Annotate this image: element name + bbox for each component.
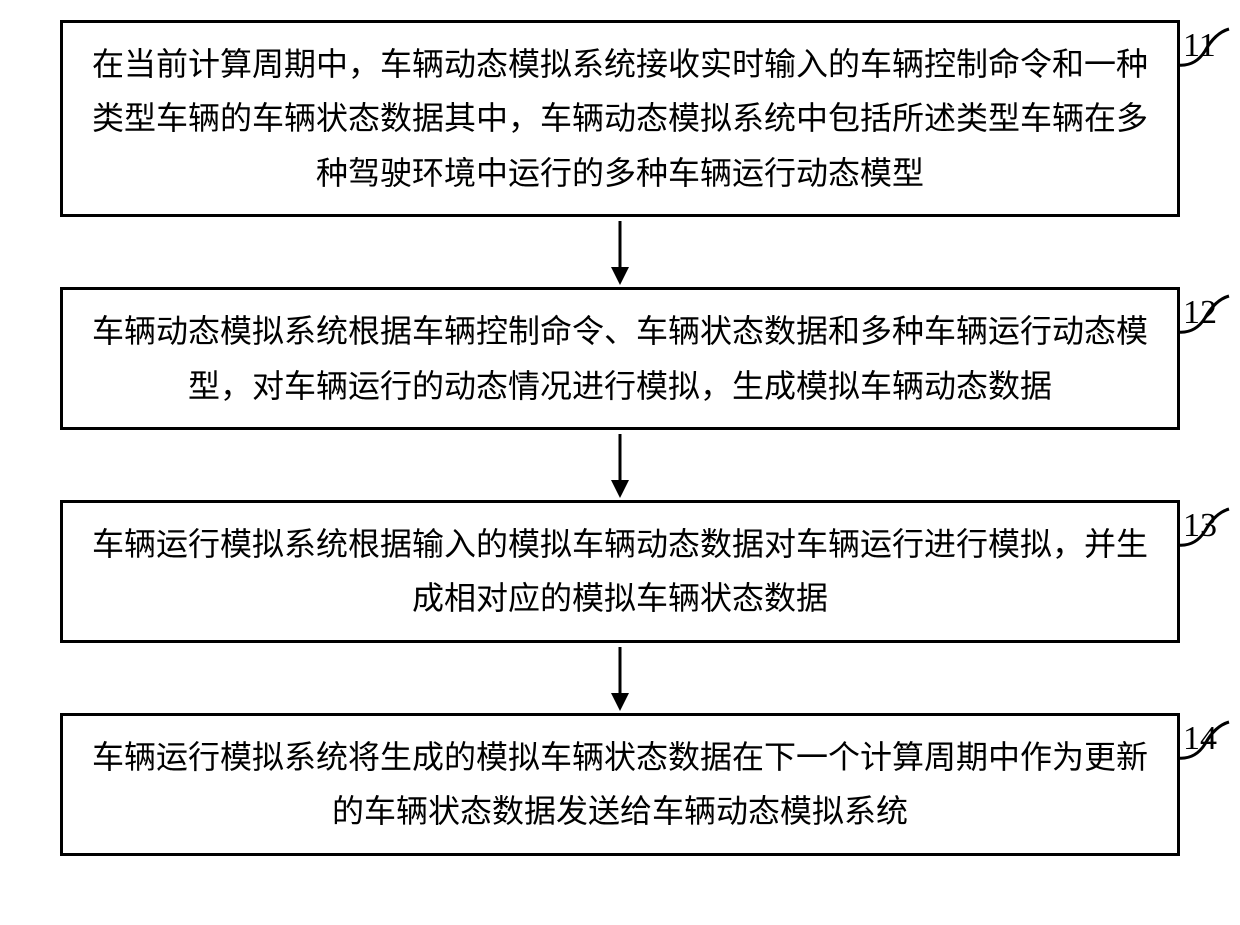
step-label: 13 <box>1183 497 1217 555</box>
flowchart-step-13: 车辆运行模拟系统根据输入的模拟车辆动态数据对车辆运行进行模拟，并生成相对应的模拟… <box>60 500 1180 643</box>
step-text: 车辆运行模拟系统根据输入的模拟车辆动态数据对车辆运行进行模拟，并生成相对应的模拟… <box>92 526 1148 616</box>
step-text: 车辆运行模拟系统将生成的模拟车辆状态数据在下一个计算周期中作为更新的车辆状态数据… <box>92 739 1148 829</box>
step-text: 在当前计算周期中，车辆动态模拟系统接收实时输入的车辆控制命令和一种类型车辆的车辆… <box>92 46 1148 191</box>
step-text: 车辆动态模拟系统根据车辆控制命令、车辆状态数据和多种车辆运行动态模型，对车辆运行… <box>92 313 1148 403</box>
step-label: 14 <box>1183 710 1217 768</box>
flowchart-container: 在当前计算周期中，车辆动态模拟系统接收实时输入的车辆控制命令和一种类型车辆的车辆… <box>60 20 1180 856</box>
flowchart-step-11: 在当前计算周期中，车辆动态模拟系统接收实时输入的车辆控制命令和一种类型车辆的车辆… <box>60 20 1180 217</box>
flowchart-arrow <box>60 430 1180 500</box>
flowchart-arrow <box>60 217 1180 287</box>
step-label: 12 <box>1183 284 1217 342</box>
flowchart-step-14: 车辆运行模拟系统将生成的模拟车辆状态数据在下一个计算周期中作为更新的车辆状态数据… <box>60 713 1180 856</box>
flowchart-arrow <box>60 643 1180 713</box>
step-label: 11 <box>1183 17 1216 75</box>
flowchart-step-12: 车辆动态模拟系统根据车辆控制命令、车辆状态数据和多种车辆运行动态模型，对车辆运行… <box>60 287 1180 430</box>
